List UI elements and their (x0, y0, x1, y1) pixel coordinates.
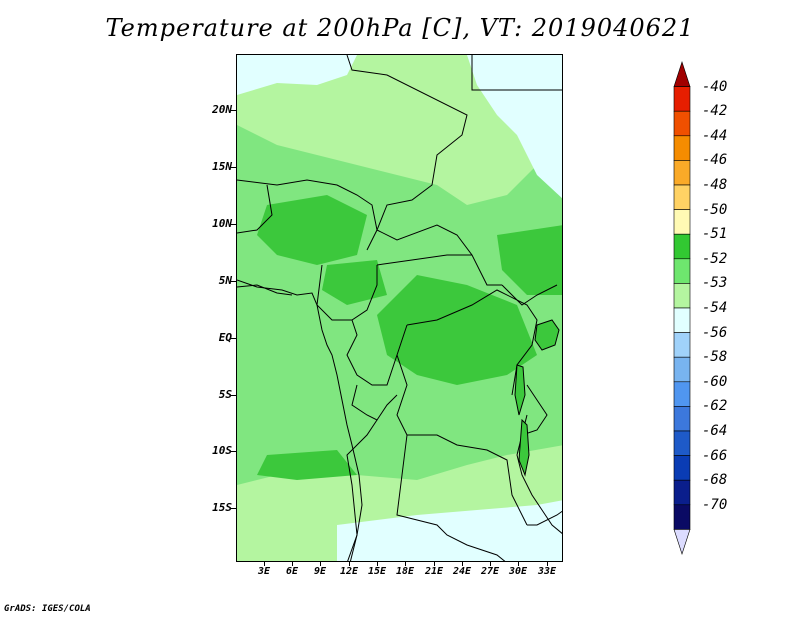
lon-tick (320, 562, 321, 566)
colorbar-label: -42 (702, 103, 728, 120)
lat-label-10s: 10S (212, 444, 232, 457)
colorbar-segment (673, 479, 691, 506)
lat-tick (231, 281, 236, 282)
lon-label-9e: 9E (313, 566, 327, 577)
lat-label-15n: 15N (212, 160, 232, 173)
colorbar-segment (673, 381, 691, 407)
lat-label-15s: 15S (212, 501, 232, 514)
colorbar-segment (673, 332, 691, 358)
lon-label-15e: 15E (367, 566, 387, 577)
lat-tick (231, 224, 236, 225)
colorbar-segment (673, 430, 691, 456)
lakes (514, 319, 560, 477)
temperature-field-52-cameroon (322, 260, 387, 305)
lat-tick (231, 338, 236, 339)
colorbar-segment (673, 504, 691, 530)
lon-tick (490, 562, 491, 566)
lon-tick (292, 562, 293, 566)
colorbar-segment (673, 283, 691, 309)
colorbar-bottom-triangle (673, 529, 691, 555)
lon-label-27e: 27E (480, 566, 500, 577)
colorbar-segment (673, 258, 691, 284)
lon-label-24e: 24E (452, 566, 472, 577)
lon-label-18e: 18E (395, 566, 415, 577)
temperature-field-52-congo (377, 275, 537, 385)
lat-label-eq: EQ (218, 331, 232, 344)
colorbar-segment (673, 110, 691, 137)
colorbar-label: -66 (702, 447, 728, 464)
grads-credit: GrADS: IGES/COLA (4, 604, 91, 614)
colorbar-label: -58 (702, 349, 728, 366)
colorbar-segment (673, 307, 691, 333)
lon-label-12e: 12E (339, 566, 359, 577)
temperature-field-56-northeast (467, 55, 562, 199)
colorbar-label: -60 (702, 373, 728, 390)
temperature-field-52-east (497, 225, 562, 295)
colorbar-top-triangle (673, 61, 691, 87)
map-panel (236, 54, 563, 562)
colorbar-label: -52 (702, 250, 728, 267)
lat-tick (231, 110, 236, 111)
lon-tick (462, 562, 463, 566)
colorbar-label: -64 (702, 423, 728, 439)
lat-tick (231, 395, 236, 396)
lon-tick (405, 562, 406, 566)
colorbar-segment (673, 209, 691, 235)
colorbar-label: -51 (702, 226, 728, 243)
temperature-map (237, 55, 562, 561)
lat-tick (231, 508, 236, 509)
colorbar-segment (673, 86, 691, 112)
lat-label-20n: 20N (212, 103, 232, 116)
colorbar-segment (673, 135, 691, 161)
colorbar-label: -50 (702, 201, 728, 218)
colorbar-label: -56 (702, 324, 728, 341)
temperature-field-52-southwest (257, 450, 357, 480)
colorbar-segment (673, 184, 691, 210)
lon-tick (349, 562, 350, 566)
temperature-field-56-south (337, 500, 562, 561)
lon-tick (377, 562, 378, 566)
lon-tick (518, 562, 519, 566)
colorbar-label: -53 (702, 275, 728, 292)
temperature-field-56-northwest (237, 55, 357, 95)
lon-label-3e: 3E (257, 566, 271, 577)
colorbar-label: -54 (702, 300, 728, 316)
colorbar-label: -62 (702, 398, 728, 415)
colorbar-segment (673, 455, 691, 481)
colorbar-label: -48 (702, 177, 728, 193)
temperature-field-52-westafrica (257, 195, 367, 265)
colorbar-label: -40 (702, 78, 728, 95)
lon-label-21e: 21E (424, 566, 444, 577)
colorbar-label: -44 (702, 127, 728, 144)
lon-label-30e: 30E (508, 566, 528, 577)
colorbar (673, 61, 691, 555)
lat-tick (231, 451, 236, 452)
colorbar-label: -46 (702, 152, 728, 169)
lon-tick (547, 562, 548, 566)
temperature-field-54-north (237, 55, 562, 205)
lon-label-6e: 6E (285, 566, 299, 577)
colorbar-segment (673, 406, 691, 432)
lon-label-33e: 33E (537, 566, 557, 577)
lon-tick (264, 562, 265, 566)
lat-label-10n: 10N (212, 217, 232, 230)
chart-title: Temperature at 200hPa [C], VT: 201904062… (105, 14, 695, 42)
lon-tick (434, 562, 435, 566)
lat-tick (231, 167, 236, 168)
lat-label-5n: 5N (218, 274, 232, 287)
colorbar-label: -68 (702, 472, 728, 489)
lat-label-5s: 5S (218, 388, 232, 401)
colorbar-segment (673, 233, 691, 260)
colorbar-segment (673, 160, 691, 186)
colorbar-label: -70 (702, 496, 728, 513)
colorbar-segment (673, 356, 691, 383)
